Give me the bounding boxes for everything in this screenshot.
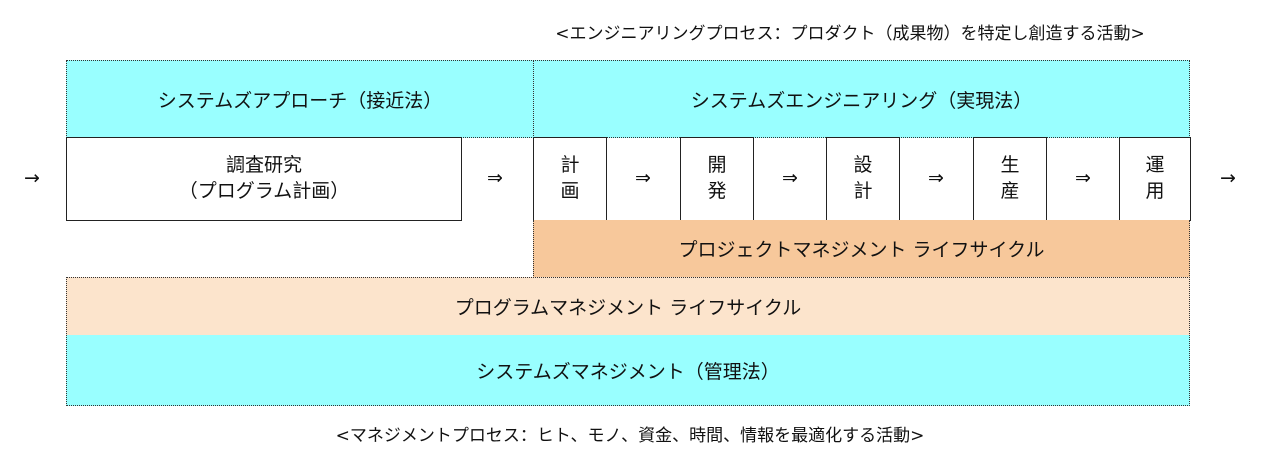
stage-char: 生 [1000, 154, 1020, 177]
program-lifecycle-band: プログラムマネジメント ライフサイクル [66, 277, 1190, 336]
exit-arrow: → [1220, 167, 1236, 189]
entry-arrow: → [24, 167, 40, 189]
stage-char: 用 [1145, 180, 1165, 202]
stage-char: 計 [560, 154, 580, 177]
stage-box-plan: 計画 [533, 137, 607, 221]
management-process-caption: <マネジメントプロセス：ヒト、モノ、資金、時間、情報を最適化する活動> [335, 425, 925, 446]
flow-arrow: ⇒ [1075, 167, 1091, 189]
flow-arrow: ⇒ [487, 167, 503, 189]
stage-box-development: 開発 [680, 137, 754, 221]
research-title: 調査研究 [225, 154, 302, 177]
stage-char: 計 [853, 180, 873, 202]
flow-arrow: ⇒ [782, 167, 798, 189]
flow-arrow: ⇒ [635, 167, 651, 189]
stage-char: 産 [1000, 180, 1020, 202]
systems-approach-band: システムズアプローチ（接近法） [66, 60, 534, 138]
project-lifecycle-band: プロジェクトマネジメント ライフサイクル [533, 220, 1190, 278]
research-box: 調査研究 （プログラム計画） [66, 137, 462, 221]
stage-char: 開 [707, 154, 727, 177]
stage-char: 設 [853, 154, 873, 177]
systems-management-band: システムズマネジメント（管理法） [66, 335, 1190, 406]
stage-char: 運 [1145, 154, 1165, 177]
systems-engineering-band: システムズエンジニアリング（実現法） [533, 60, 1190, 138]
engineering-process-caption: <エンジニアリングプロセス：プロダクト（成果物）を特定し創造する活動> [555, 23, 1145, 44]
flow-arrow: ⇒ [928, 167, 944, 189]
stage-box-operation: 運用 [1119, 137, 1191, 221]
stage-char: 発 [707, 180, 727, 202]
stage-box-design: 設計 [826, 137, 900, 221]
stage-char: 画 [560, 180, 580, 202]
stage-box-production: 生産 [973, 137, 1047, 221]
research-subtitle: （プログラム計画） [178, 180, 350, 202]
